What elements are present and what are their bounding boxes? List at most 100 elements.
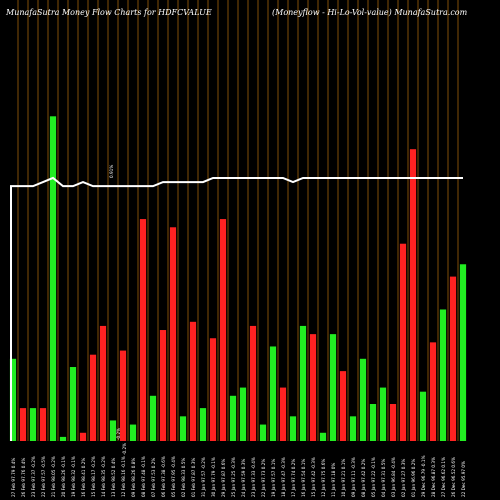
bar: [279, 387, 287, 441]
x-tick-label: 17 Jan 97.74 0.2%: [291, 459, 296, 497]
bar: [449, 276, 457, 441]
bar: [369, 404, 377, 441]
bar: [429, 342, 437, 441]
bar: [9, 358, 17, 441]
x-tick-label: 25 Jan 97.25 -0.3%: [231, 457, 236, 497]
bar: [219, 219, 227, 441]
bar: [49, 116, 57, 441]
x-tick-label: 02 Feb 98.33 0.5%: [181, 458, 186, 497]
bar: [359, 358, 367, 441]
bar: [169, 227, 177, 441]
x-tick-label: 19 Feb 98.32 -0.1%: [71, 456, 76, 497]
x-tick-label: 22 Jan 97.73 0.2%: [261, 459, 266, 497]
bar: [289, 416, 297, 441]
x-tick-label: 27 Dec 96.62 0.1%: [441, 457, 446, 497]
x-tick-label: 18 Jan 97.47 -0.3%: [281, 457, 286, 497]
bar: [399, 243, 407, 441]
bar: [119, 350, 127, 441]
x-tick-label: 29 Jan 97.87 0.6%: [221, 459, 226, 497]
bar: [69, 367, 77, 441]
bar: [179, 416, 187, 441]
x-tick-label: 29 Dec 96.79 -0.1%: [421, 455, 426, 497]
money-flow-line-path: [10, 176, 463, 441]
x-tick-label: 14 Feb 98.35 -0.2%: [101, 456, 106, 497]
bar: [189, 321, 197, 441]
bar: [99, 325, 107, 441]
money-flow-line: [10, 176, 463, 441]
x-tick-label: 24 Jan 97.59 0.3%: [241, 459, 246, 497]
x-tick-label: 16 Jan 97.54 0.1%: [301, 459, 306, 497]
x-tick-label: 03 Jan 96.84 -0.4%: [391, 457, 396, 497]
annotation-label: -0.2%: [116, 428, 121, 440]
bar: [19, 408, 27, 441]
x-tick-label: 15 Jan 97.42 -0.3%: [311, 457, 316, 497]
bar: [259, 424, 267, 441]
x-tick-label: 26 Feb 97.76 0.4%: [21, 458, 26, 497]
bar: [139, 219, 147, 441]
x-tick-label: 01 Feb 97.87 0.3%: [191, 458, 196, 497]
bar: [159, 330, 167, 441]
grid-lines: [17, 0, 459, 441]
x-tick-label: 30 Jan 97.79 -0.1%: [211, 457, 216, 497]
x-tick-label: 08 Feb 97.48 -0.1%: [141, 456, 146, 497]
x-tick-label: 22 Dec 95.97 0%: [461, 461, 466, 497]
x-tick-label: 16 Feb 98.41 0.2%: [81, 458, 86, 497]
x-tick-label: 08 Jan 97.42 0.2%: [361, 459, 366, 497]
x-tick-label: 23 Jan 97.33 -0.4%: [251, 457, 256, 497]
x-tick-label: 09 Feb 98.26 0.8%: [131, 458, 136, 497]
x-tick-label: 06 Feb 97.38 -0.6%: [161, 456, 166, 497]
bar: [389, 404, 397, 441]
x-tick-label: 15 Feb 98.17 -0.2%: [91, 456, 96, 497]
bar: [109, 420, 117, 441]
bar: [349, 416, 357, 441]
bar: [89, 354, 97, 441]
bar: [329, 334, 337, 441]
bar: [439, 309, 447, 441]
bars: [9, 116, 467, 441]
bar: [249, 325, 257, 441]
bar: [39, 408, 47, 441]
x-tick-label: 28 Dec 96.87 0.3%: [431, 457, 436, 497]
bar: [419, 391, 427, 441]
x-tick-label: 13 Feb 98.52 0.4%: [111, 458, 116, 497]
x-tick-label: 12 Feb 98.16 -0.1%: [121, 456, 126, 497]
x-tick-label: 07 Feb 97.53 0.2%: [151, 458, 156, 497]
x-tick-label: 10 Jan 97.21 0.1%: [341, 459, 346, 497]
x-axis-labels: 27 Feb 97.79 0.4% 26 Feb 97.76 0.4% 23 Feb…: [11, 165, 466, 497]
bar: [199, 408, 207, 441]
x-tick-label: 27 Feb 97.79 0.4%: [11, 458, 16, 497]
bar: [149, 395, 157, 441]
x-tick-label: 21 Feb 98.05 -0.2%: [51, 456, 56, 497]
x-tick-label: 05 Feb 97.95 -0.4%: [171, 456, 176, 497]
x-tick-label: 11 Jan 97.18 0%: [331, 463, 336, 497]
bar: [59, 436, 67, 441]
bar: [299, 325, 307, 441]
bar: [409, 149, 417, 441]
bar: [29, 408, 37, 441]
bar: [319, 432, 327, 441]
bar: [229, 395, 237, 441]
chart-title: MunafaSutra Money Flow Charts for HDFCVA…: [6, 8, 212, 17]
bar: [209, 338, 217, 441]
bar: [129, 424, 137, 441]
x-tick-label: 05 Jan 97.22 -0.1%: [371, 457, 376, 497]
chart-subtitle: (Moneyflow - Hi-Lo-Vol-value) MunafaSutr…: [272, 8, 468, 17]
bar: [79, 432, 87, 441]
x-tick-label: 02 Jan 97.27 0.3%: [401, 459, 406, 497]
x-tick-label: 22 Feb 97.57 -0.5%: [41, 456, 46, 497]
x-tick-label: 19 Jan 97.57 0.1%: [271, 459, 276, 497]
annotation-label: -0.2%: [122, 443, 127, 455]
bar: [379, 387, 387, 441]
x-tick-label: 12 Jan 97.75 0.6%: [321, 459, 326, 497]
bar: [309, 334, 317, 441]
x-tick-label: 09 Jan 97.11 -0.3%: [351, 457, 356, 497]
bar: [269, 346, 277, 441]
x-tick-label: 20 Feb 98.26 -0.1%: [61, 456, 66, 497]
x-tick-label: 23 Feb 97.37 -0.2%: [31, 456, 36, 497]
bar: [459, 264, 467, 441]
x-tick-label: 04 Jan 97.31 0.5%: [381, 459, 386, 497]
x-tick-label: 01 Jan 96.96 0.2%: [411, 459, 416, 497]
bar: [339, 371, 347, 441]
annotation-label: 0.91%: [109, 165, 114, 178]
